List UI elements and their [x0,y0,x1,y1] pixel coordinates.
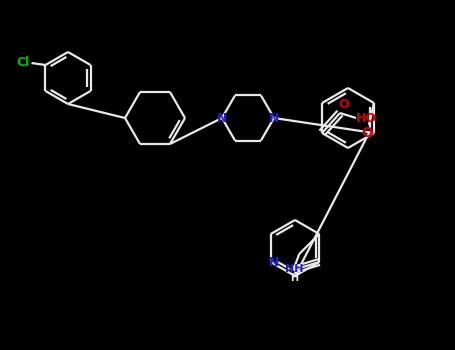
Text: HO: HO [355,112,377,125]
Text: O: O [361,126,373,140]
Text: NH: NH [285,264,303,274]
Text: N: N [217,112,227,125]
Text: N: N [268,256,279,268]
Text: N: N [269,112,279,125]
Text: H: H [290,273,298,283]
Text: Cl: Cl [17,56,30,70]
Text: O: O [339,98,349,112]
